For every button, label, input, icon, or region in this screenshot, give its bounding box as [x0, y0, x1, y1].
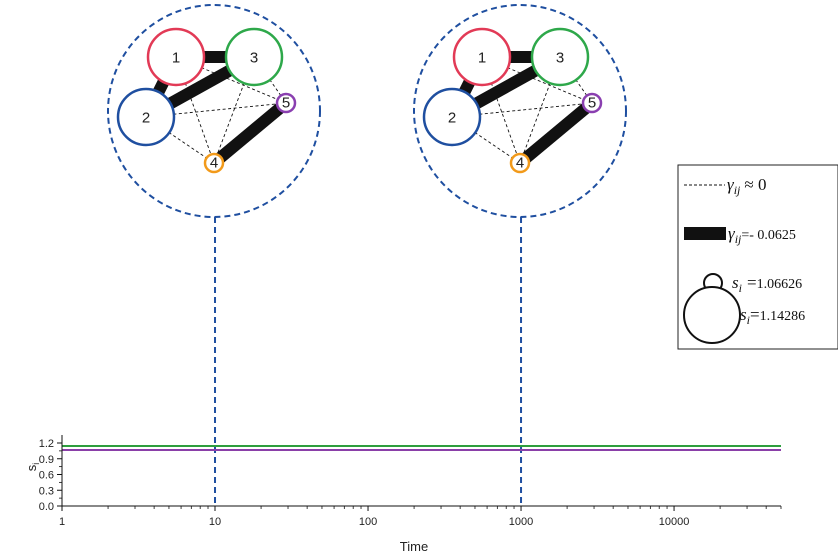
node-2-label: 2: [448, 109, 456, 126]
legend-thick-line-swatch: [684, 227, 726, 240]
legend-weak-sub: ij: [734, 183, 741, 197]
node-2-label: 2: [142, 109, 150, 126]
y-axis-title-sub: i: [31, 463, 41, 465]
legend-weak-text: γij ≈ 0: [727, 175, 766, 197]
y-axis-title-main: s: [24, 464, 39, 471]
node-1-circle: [146, 27, 206, 87]
legend-strong-text: γij=- 0.0625: [728, 224, 796, 246]
weak-edge-1-5: [481, 56, 593, 104]
legend-weak-rel: ≈ 0: [744, 175, 766, 194]
legend-small-text: si =1.06626: [732, 273, 802, 295]
x-tick-label: 10: [209, 516, 221, 528]
legend-large-text: si=1.14286: [740, 305, 805, 327]
node-1-label: 1: [478, 49, 486, 66]
legend-large-symbol: s: [740, 305, 747, 324]
network-snapshot-2: 1 2 3 4 5: [413, 4, 627, 218]
legend-small-rel: =: [747, 273, 757, 292]
y-tick-label: 1.2: [39, 438, 54, 450]
legend-large-value: 1.14286: [760, 309, 806, 324]
network-snapshot-1: 1 2 3 4 5: [107, 4, 321, 218]
legend-large-sub: i: [747, 313, 750, 327]
snapshot-boundary-circle: [413, 4, 627, 218]
y-tick-label: 0.3: [39, 485, 54, 497]
node-4-circle: [509, 152, 531, 174]
series-layer: [62, 445, 781, 451]
chart-area: 1 10 100 1000 10000 0.0 0.3 0.6 0.9 1.2 Time si: [24, 435, 782, 554]
node-3-label: 3: [250, 49, 258, 66]
network-snapshots: 1 2 3 4 5 1 2 3 4 5: [107, 4, 627, 218]
legend-item-large-node: si=1.14286: [683, 286, 805, 344]
node-4-circle: [203, 152, 225, 174]
strong-edge-4-5: [516, 98, 596, 168]
node-5-circle: [581, 92, 603, 114]
node-1-label: 1: [172, 49, 180, 66]
node-5-label: 5: [588, 94, 596, 111]
node-5-circle: [275, 92, 297, 114]
legend-large-rel: =: [750, 305, 760, 324]
node-2-circle: [422, 87, 482, 147]
y-tick-label: 0.0: [39, 501, 54, 513]
y-tick-label: 0.6: [39, 470, 54, 482]
y-tick-label: 0.9: [39, 454, 54, 466]
legend-weak-symbol: γ: [727, 175, 735, 194]
legend-strong-symbol: γ: [728, 224, 736, 243]
node-5-label: 5: [282, 94, 290, 111]
node-3-circle: [224, 27, 284, 87]
legend-large-circle-swatch: [683, 286, 741, 344]
weak-edge-1-5: [175, 56, 287, 104]
legend-small-symbol: s: [732, 273, 739, 292]
x-axis-title: Time: [400, 539, 428, 554]
legend: γij ≈ 0 γij=- 0.0625 si =1.06626 si=1.1428…: [677, 164, 838, 350]
node-3-circle: [530, 27, 590, 87]
node-1-circle: [452, 27, 512, 87]
x-tick-label: 1000: [509, 516, 533, 528]
legend-item-weak-coupling: γij ≈ 0: [684, 175, 766, 197]
snapshot-connectors: [214, 217, 523, 506]
strong-edge-4-5: [210, 98, 290, 168]
x-tick-label: 10000: [659, 516, 690, 528]
node-4-label: 4: [516, 154, 524, 171]
snapshot-boundary-circle: [107, 4, 321, 218]
y-axis-title: si: [24, 463, 41, 472]
node-2-circle: [116, 87, 176, 147]
node-4-label: 4: [210, 154, 218, 171]
legend-small-value: 1.06626: [757, 277, 803, 292]
x-tick-label: 1: [59, 516, 65, 528]
legend-strong-sub: ij: [735, 232, 742, 246]
axes-layer: 1 10 100 1000 10000 0.0 0.3 0.6 0.9 1.2: [39, 435, 782, 528]
legend-strong-rel: =- 0.0625: [741, 228, 796, 243]
x-tick-label: 100: [359, 516, 377, 528]
legend-small-sub: i: [739, 281, 742, 295]
legend-item-strong-coupling: γij=- 0.0625: [684, 224, 796, 246]
node-3-label: 3: [556, 49, 564, 66]
